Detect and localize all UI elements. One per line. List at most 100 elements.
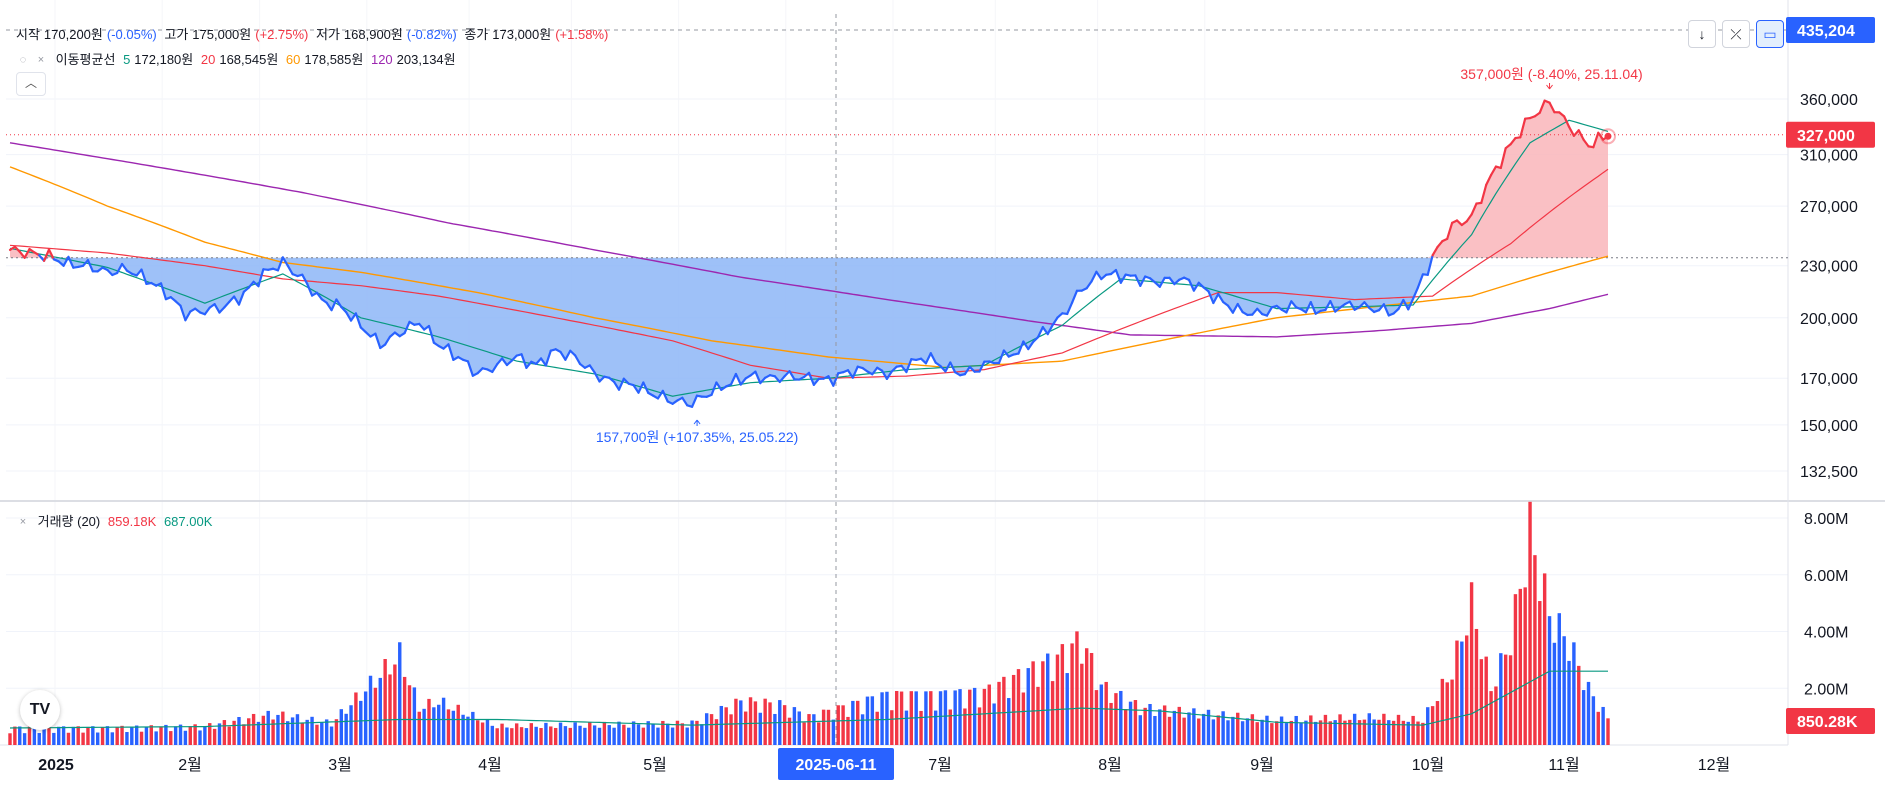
- volume-bar: [95, 732, 100, 745]
- volume-bar: [1348, 719, 1352, 745]
- volume-bar: [982, 688, 987, 745]
- volume-bar: [641, 727, 646, 745]
- fit-screen-button[interactable]: ▭: [1756, 20, 1784, 48]
- price-segment: [43, 248, 51, 262]
- volume-bar: [544, 722, 548, 745]
- ma120-line: [9, 142, 1609, 338]
- volume-bar: [622, 724, 626, 745]
- volume-bar: [646, 721, 650, 745]
- volume-bar: [807, 714, 811, 745]
- price-segment: [1465, 213, 1473, 223]
- volume-bar: [1231, 716, 1235, 745]
- volume-bar: [1391, 720, 1396, 745]
- volume-bar: [1284, 723, 1289, 745]
- volume-bar: [812, 714, 816, 745]
- volume-bar: [724, 707, 728, 745]
- volume-bar: [1299, 722, 1303, 745]
- price-segment: [656, 389, 664, 400]
- volume-bar: [1075, 631, 1079, 745]
- volume-bar: [149, 725, 153, 745]
- volume-bar: [631, 721, 636, 745]
- price-segment: [1455, 219, 1463, 227]
- price-segment: [924, 352, 932, 365]
- time-tick-label: 3월: [328, 756, 352, 774]
- volume-bar: [261, 715, 266, 745]
- volume-bar: [52, 732, 56, 745]
- volume-tick-label: 6.00M: [1804, 568, 1848, 585]
- volume-bar: [154, 731, 158, 745]
- tradingview-logo[interactable]: TV: [20, 690, 60, 730]
- price-segment: [1158, 276, 1166, 288]
- top-price-label: 435,204: [1797, 23, 1855, 40]
- volume-bar: [992, 703, 996, 745]
- price-segment: [710, 381, 718, 396]
- volume-bar: [110, 732, 115, 745]
- price-segment: [1290, 300, 1298, 309]
- volume-bar: [354, 692, 358, 745]
- volume-bar: [1338, 714, 1342, 745]
- collapse-button[interactable]: ⤫: [1722, 20, 1750, 48]
- low-value: 168,900원: [343, 27, 403, 42]
- price-segment: [544, 349, 552, 367]
- volume-bar: [446, 709, 451, 745]
- volume-bar: [378, 677, 382, 745]
- price-segment: [929, 352, 937, 364]
- price-tick-label: 360,000: [1800, 92, 1858, 109]
- price-segment: [218, 306, 226, 314]
- price-segment: [759, 376, 767, 385]
- volume-bar: [1133, 700, 1138, 745]
- price-segment: [364, 330, 372, 338]
- ma20-value: 168,545원: [219, 52, 279, 67]
- crosshair-time-label-box: [778, 748, 894, 780]
- volume-bar: [1026, 668, 1030, 745]
- volume-bar: [1577, 665, 1581, 745]
- legend-collapse-button[interactable]: ︿: [16, 72, 46, 96]
- hide-eye-icon[interactable]: ◌: [19, 53, 27, 66]
- price-tick-label: 270,000: [1800, 199, 1858, 216]
- volume-bar: [1596, 711, 1600, 745]
- price-segment: [939, 364, 947, 373]
- volume-bar: [1557, 613, 1561, 745]
- volume-ma-path: [9, 670, 1608, 729]
- volume-bar: [1236, 712, 1240, 745]
- price-segment: [788, 370, 796, 381]
- volume-bar: [71, 726, 76, 745]
- scroll-to-latest-button[interactable]: ↓: [1688, 20, 1716, 48]
- volume-bar: [514, 723, 519, 745]
- price-segment: [1582, 138, 1590, 148]
- volume-bar: [1279, 716, 1284, 745]
- price-segment: [949, 361, 957, 374]
- volume-bar: [232, 720, 236, 745]
- price-segment: [1309, 301, 1317, 315]
- price-segment: [213, 303, 221, 314]
- volume-bar: [856, 700, 860, 745]
- price-segment: [574, 354, 582, 366]
- volume-bar: [938, 691, 943, 745]
- volume-bar: [860, 714, 865, 745]
- time-tick-label: 9월: [1250, 756, 1274, 774]
- volume-bar: [1494, 686, 1498, 745]
- volume-bar: [1323, 714, 1328, 745]
- volume-bar: [568, 727, 572, 745]
- price-segment: [729, 372, 738, 386]
- volume-bar: [617, 721, 621, 745]
- volume-bar: [1416, 721, 1420, 745]
- volume-bar: [734, 698, 738, 745]
- price-segment: [681, 396, 689, 407]
- time-tick-label: 5월: [643, 756, 667, 774]
- price-segment: [520, 353, 528, 369]
- price-segment: [330, 298, 338, 312]
- volume-bar: [924, 691, 928, 745]
- close-icon[interactable]: ×: [19, 515, 27, 528]
- price-segment: [1134, 274, 1142, 287]
- volume-bar: [456, 704, 460, 745]
- price-segment: [1168, 276, 1176, 286]
- volume-bar: [729, 714, 733, 745]
- volume-bar: [1508, 655, 1513, 745]
- price-segment: [179, 304, 187, 322]
- volume-bar: [1162, 705, 1167, 745]
- volume-bar: [929, 691, 933, 745]
- close-icon[interactable]: ×: [37, 53, 45, 66]
- volume-bar: [441, 697, 446, 745]
